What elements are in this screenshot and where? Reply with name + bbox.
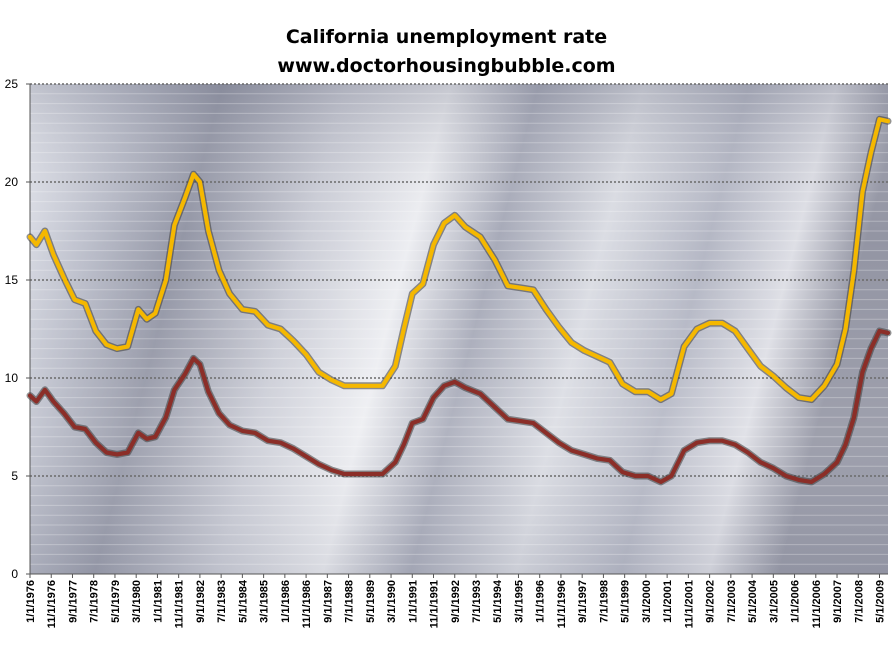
x-tick-label: 9/1/1992 [450,580,462,623]
series-line-1 [27,328,891,484]
y-tick-label: 25 [5,77,19,91]
y-tick-label: 20 [5,175,19,189]
x-tick-label: 11/1/1981 [174,580,186,628]
x-tick-label: 5/1/1994 [492,579,504,623]
x-tick-label: 11/1/1986 [301,580,313,628]
series-line-0 [27,117,891,402]
x-tick-label: 7/1/1998 [598,580,610,623]
x-tick-label: 9/1/2007 [832,580,844,623]
x-tick-label: 9/1/1982 [195,580,207,623]
x-tick-label: 9/1/1987 [322,580,334,623]
y-tick-label: 5 [11,469,18,483]
x-tick-label: 11/1/2006 [811,580,823,628]
x-tick-label: 3/1/1980 [131,580,143,623]
x-tick-label: 1/1/1996 [535,580,547,623]
x-tick-label: 5/1/2009 [875,580,887,623]
x-tick-label: 7/1/1993 [471,580,483,623]
x-tick-label: 5/1/1979 [110,580,122,623]
x-tick-label: 1/1/1981 [152,580,164,623]
x-tick-label: 7/1/1988 [344,580,356,623]
x-tick-label: 7/1/2008 [853,580,865,623]
x-tick-label: 3/1/1985 [259,580,271,623]
x-tick-label: 7/1/1983 [216,580,228,623]
chart-subtitle: www.doctorhousingbubble.com [277,55,616,77]
x-tick-label: 1/1/1986 [280,580,292,623]
x-tick-label: 1/1/1976 [25,580,37,623]
x-tick-label: 9/1/1977 [67,580,79,623]
x-tick-label: 9/1/2002 [705,580,717,623]
y-tick-label: 0 [11,567,18,581]
x-tick-label: 9/1/1997 [577,580,589,623]
x-tick-label: 1/1/2001 [662,580,674,623]
chart-title: California unemployment rate [285,26,608,48]
x-tick-label: 3/1/1995 [513,580,525,623]
x-tick-label: 11/1/1976 [46,580,58,628]
x-tick-label: 11/1/2001 [683,580,695,628]
y-tick-label: 10 [5,371,19,385]
y-tick-label: 15 [5,273,19,287]
x-tick-label: 5/1/1984 [237,579,249,623]
x-tick-label: 7/1/2003 [726,580,738,623]
x-tick-label: 5/1/1999 [620,580,632,623]
x-tick-label: 3/1/1990 [386,580,398,623]
x-tick-label: 5/1/1989 [365,580,377,623]
x-tick-label: 3/1/2000 [641,580,653,623]
x-tick-label: 5/1/2004 [747,579,759,623]
x-tick-label: 3/1/2005 [768,580,780,623]
plot-background-shade [30,84,888,574]
x-tick-label: 7/1/1978 [89,580,101,623]
x-tick-label: 1/1/2006 [790,580,802,623]
x-tick-label: 11/1/1991 [429,580,441,628]
x-tick-label: 11/1/1996 [556,580,568,628]
x-tick-label: 1/1/1991 [407,580,419,623]
